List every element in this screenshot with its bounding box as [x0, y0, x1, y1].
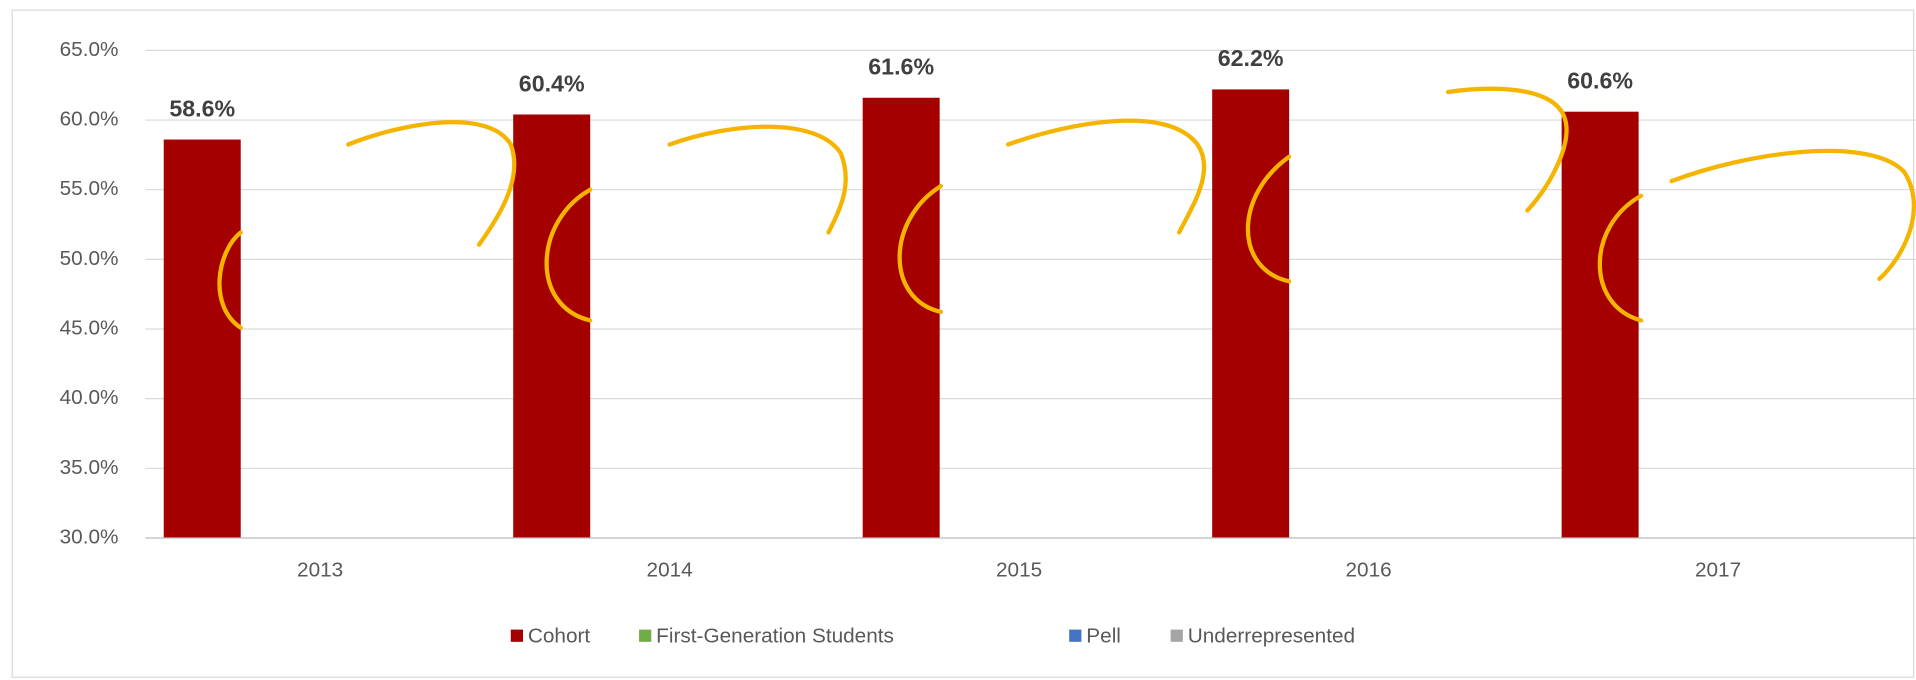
legend-label: Cohort	[528, 624, 591, 647]
y-tick-label: 55.0%	[60, 177, 119, 200]
y-tick-label: 30.0%	[60, 525, 119, 548]
x-tick-label: 2015	[996, 558, 1042, 581]
value-label: 60.6%	[1567, 67, 1633, 93]
value-label: 61.6%	[868, 54, 934, 80]
legend-label: First-Generation Students	[656, 624, 894, 647]
bar	[513, 114, 590, 537]
y-tick-label: 45.0%	[60, 316, 119, 339]
y-tick-label: 60.0%	[60, 108, 119, 131]
x-tick-label: 2016	[1345, 558, 1391, 581]
value-label: 60.4%	[519, 70, 585, 96]
y-tick-label: 35.0%	[60, 456, 119, 479]
legend-swatch	[511, 630, 523, 642]
y-tick-label: 50.0%	[60, 247, 119, 270]
page: {"chart_data": {"type": "bar", "categori…	[0, 0, 1916, 680]
legend-swatch	[1171, 630, 1183, 642]
legend-swatch	[1069, 630, 1081, 642]
chart: 30.0% 35.0% 40.0% 45.0% 50.0% 55.0% 60.0% 65.0%…	[0, 0, 1916, 680]
value-label: 58.6%	[169, 95, 235, 121]
y-tick-label: 65.0%	[60, 38, 119, 61]
bar	[1212, 89, 1289, 538]
x-tick-label: 2013	[297, 558, 343, 581]
bar	[863, 98, 940, 538]
legend-label: Underrepresented	[1188, 624, 1355, 647]
bar	[1562, 112, 1639, 538]
legend-swatch	[639, 630, 651, 642]
y-tick-label: 40.0%	[60, 386, 119, 409]
legend-label: Pell	[1086, 624, 1121, 647]
x-tick-label: 2014	[647, 558, 693, 581]
bar	[164, 140, 241, 538]
x-tick-label: 2017	[1695, 558, 1741, 581]
value-label: 62.2%	[1218, 45, 1284, 71]
